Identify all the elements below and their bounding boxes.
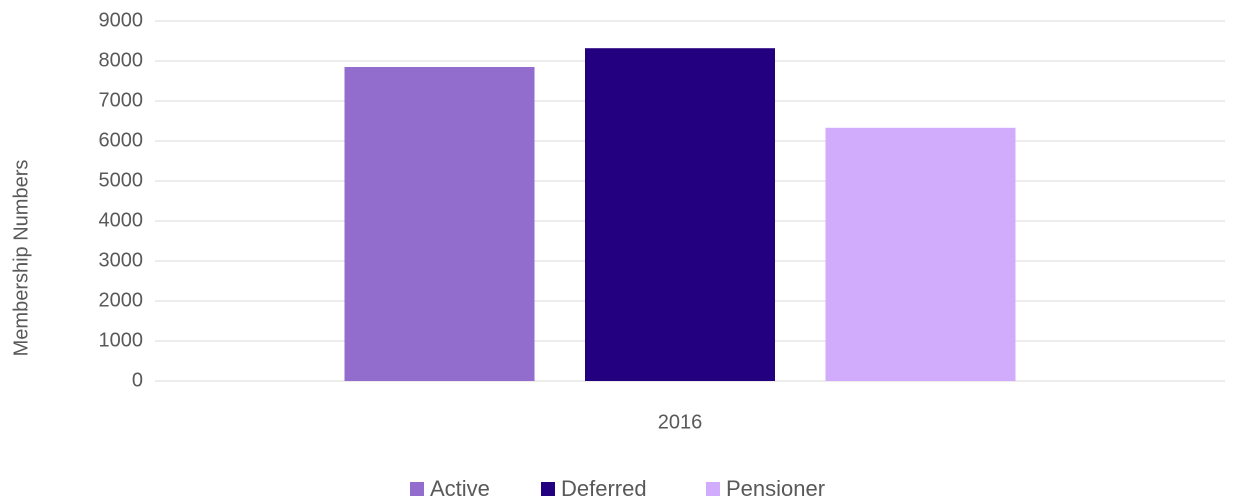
- x-tick-label: 2016: [658, 411, 703, 433]
- bar: [825, 127, 1016, 381]
- y-tick-label: 5000: [99, 169, 144, 191]
- y-tick-label: 6000: [99, 129, 144, 151]
- legend-label: Pensioner: [726, 476, 825, 501]
- legend-swatch: [706, 482, 720, 496]
- bar: [344, 67, 535, 381]
- bar: [585, 48, 775, 381]
- y-axis-label: Membership Numbers: [10, 160, 32, 357]
- y-tick-label: 4000: [99, 209, 144, 231]
- y-tick-label: 0: [132, 369, 143, 391]
- y-tick-label: 1000: [99, 329, 144, 351]
- legend-label: Deferred: [561, 476, 647, 501]
- y-tick-label: 7000: [99, 89, 144, 111]
- y-tick-label: 2000: [99, 289, 144, 311]
- y-tick-label: 3000: [99, 249, 144, 271]
- y-tick-label: 9000: [99, 9, 144, 31]
- y-tick-label: 8000: [99, 49, 144, 71]
- legend-label: Active: [430, 476, 490, 501]
- legend-swatch: [410, 482, 424, 496]
- legend-swatch: [541, 482, 555, 496]
